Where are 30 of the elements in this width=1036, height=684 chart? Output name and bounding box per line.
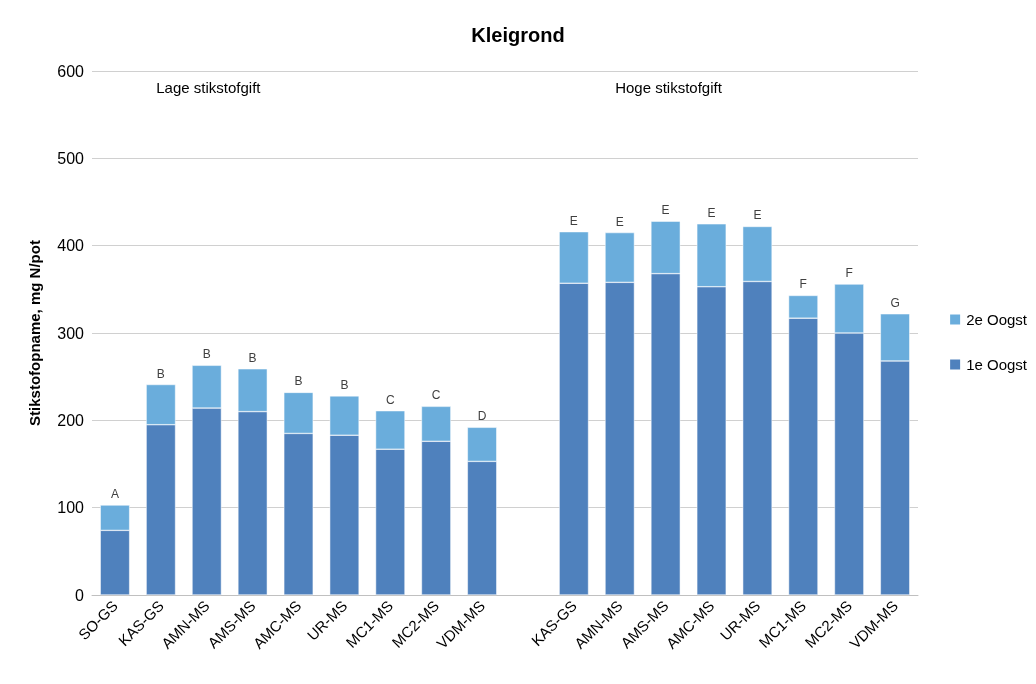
y-tick-label: 500	[57, 149, 85, 167]
data-label: E	[661, 203, 670, 218]
data-label: C	[385, 392, 395, 407]
y-axis-title: Stikstofopname, mg N/pot	[26, 240, 43, 426]
data-label: E	[707, 205, 716, 220]
data-label: E	[615, 214, 624, 229]
legend-label: 1e Oogst	[966, 356, 1028, 373]
y-tick-label: 400	[57, 237, 85, 255]
data-label: E	[753, 208, 762, 223]
y-tick-label: 100	[57, 499, 85, 517]
data-label: F	[845, 266, 853, 281]
y-tick-label: 300	[57, 324, 85, 342]
data-label: B	[340, 377, 349, 392]
legend-label: 2e Oogst	[966, 311, 1028, 328]
y-tick-label: 0	[75, 586, 85, 604]
annotation: Lage stikstofgift	[156, 79, 262, 96]
data-label: B	[202, 347, 211, 362]
data-label: B	[294, 374, 303, 389]
data-label: E	[569, 213, 578, 228]
data-label: G	[890, 295, 900, 310]
data-label: A	[110, 487, 119, 502]
y-tick-label: 200	[57, 411, 85, 429]
data-label: F	[799, 277, 807, 292]
data-label: D	[477, 409, 487, 424]
y-tick-label: 600	[57, 62, 85, 80]
data-label: B	[156, 366, 165, 381]
data-label: B	[248, 350, 257, 365]
chart-title: Kleigrond	[471, 24, 565, 46]
data-label: C	[431, 388, 441, 403]
annotation: Hoge stikstofgift	[615, 79, 723, 96]
